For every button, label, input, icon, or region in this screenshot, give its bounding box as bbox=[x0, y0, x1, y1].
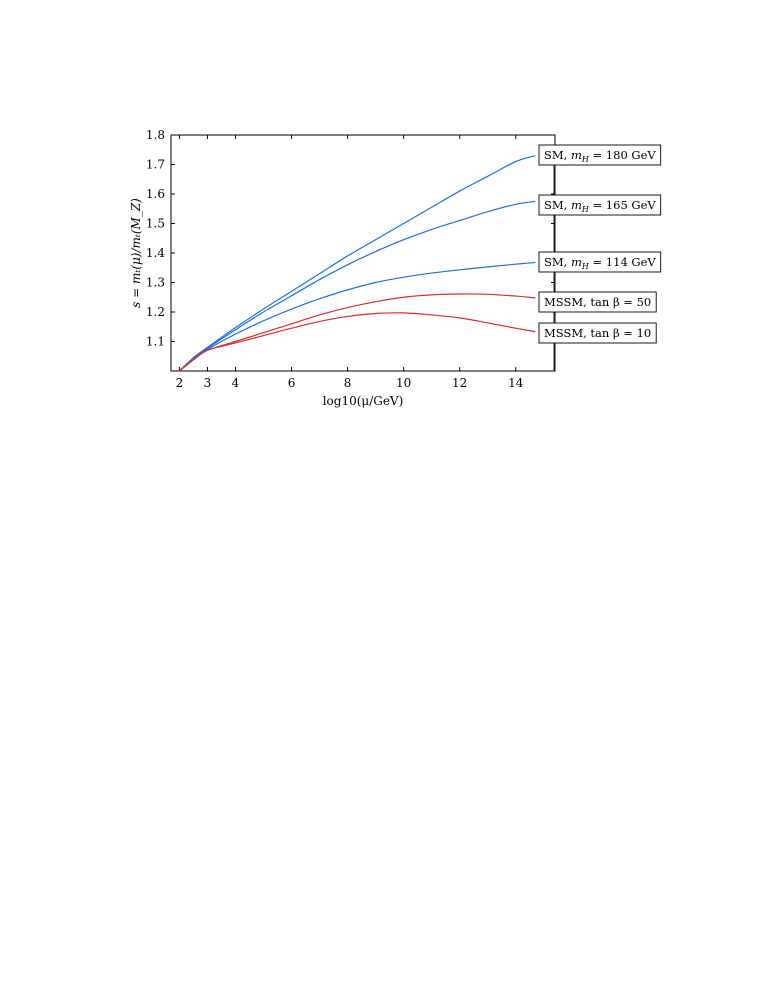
x-tick-label: 14 bbox=[508, 376, 524, 390]
x-axis-label: log10(μ/GeV) bbox=[323, 394, 404, 408]
legend-label: MSSM, tan β = 50 bbox=[544, 295, 651, 309]
legend-box bbox=[538, 322, 657, 344]
x-tick-label: 2 bbox=[176, 376, 184, 390]
legend-label: SM, mH = 165 GeV bbox=[544, 198, 656, 214]
series-line-2 bbox=[179, 200, 536, 372]
y-tick-label: 1.4 bbox=[146, 246, 165, 260]
series-line-3 bbox=[179, 261, 536, 372]
x-tick-label: 4 bbox=[232, 376, 240, 390]
y-tick-label: 1.8 bbox=[146, 128, 165, 142]
legend-label: SM, mH = 114 GeV bbox=[544, 255, 656, 271]
x-tick-label: 12 bbox=[452, 376, 467, 390]
y-tick-label: 1.2 bbox=[146, 305, 165, 319]
legend-item-4: MSSM, tan β = 50 bbox=[538, 291, 657, 313]
y-tick-label: 1.6 bbox=[146, 187, 165, 201]
y-tick-label: 1.7 bbox=[146, 158, 165, 172]
series-line-4 bbox=[179, 293, 536, 372]
legend-item-2: SM, mH = 165 GeV bbox=[538, 194, 662, 216]
legend-box bbox=[538, 144, 662, 166]
legend-item-5: MSSM, tan β = 10 bbox=[538, 322, 657, 344]
legend-item-3: SM, mH = 114 GeV bbox=[538, 251, 662, 273]
legend: SM, mH = 180 GeV SM, mH = 165 GeV SM, mH =… bbox=[538, 144, 662, 344]
legend-box bbox=[538, 291, 657, 313]
y-axis-label: s = mₜ(μ)/mₜ(M_Z) bbox=[129, 198, 143, 308]
legend-label: SM, mH = 180 GeV bbox=[544, 148, 656, 164]
y-tick-label: 1.1 bbox=[146, 335, 165, 349]
x-tick-label: 8 bbox=[344, 376, 352, 390]
series-line-5 bbox=[179, 312, 536, 372]
x-tick-label: 6 bbox=[288, 376, 296, 390]
series-line-1 bbox=[178, 155, 536, 372]
y-tick-label: 1.5 bbox=[146, 217, 165, 231]
legend-box bbox=[538, 251, 662, 273]
x-tick-label: 3 bbox=[204, 376, 212, 390]
axis-ticks: 2 3 4 6 8 10 12 14 1.1 1.2 1.3 1.4 1.5 1.6 1.7 1.8 bbox=[146, 128, 555, 390]
plot-area: 2 3 4 6 8 10 12 14 1.1 1.2 1.3 1.4 1.5 1.6 1.7 1.8 SM, … bbox=[146, 128, 662, 390]
y-tick-label: 1.3 bbox=[146, 276, 165, 290]
legend-item-1: SM, mH = 180 GeV bbox=[538, 144, 662, 166]
series-lines bbox=[178, 155, 536, 372]
legend-label: MSSM, tan β = 10 bbox=[544, 326, 651, 340]
legend-box bbox=[538, 194, 662, 216]
x-tick-label: 10 bbox=[396, 376, 411, 390]
